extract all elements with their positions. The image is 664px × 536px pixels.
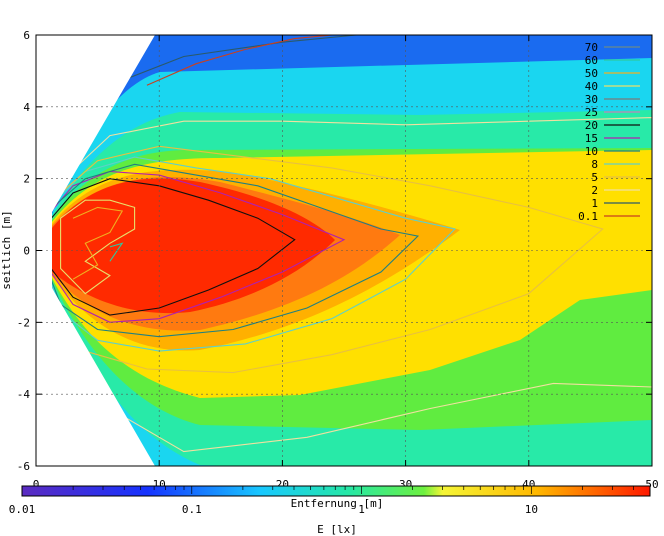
legend-label: 40 xyxy=(585,80,598,93)
legend-label: 30 xyxy=(585,93,598,106)
legend-label: 0.1 xyxy=(578,210,598,223)
y-axis: -6 -4 -2 0 2 4 6 xyxy=(17,29,652,473)
y-tick-label: 6 xyxy=(23,29,30,42)
y-axis-label: seitlich [m] xyxy=(0,210,13,289)
colorbar-ticks: 0.01 0.1 1 10 xyxy=(9,486,651,516)
sawtooth-top xyxy=(155,0,652,31)
y-tick-label: 0 xyxy=(23,245,30,258)
contour-60 xyxy=(109,242,124,262)
y-tick-label: -2 xyxy=(17,316,30,329)
legend-label: 10 xyxy=(585,145,598,158)
legend-label: 5 xyxy=(591,171,598,184)
left-mask xyxy=(36,35,155,466)
legend-label: 50 xyxy=(585,67,598,80)
legend-label: 70 xyxy=(585,41,598,54)
legend-label: 1 xyxy=(591,197,598,210)
colorbar-tick-label: 10 xyxy=(525,503,538,516)
y-tick-label: -6 xyxy=(17,460,30,473)
contour-5 xyxy=(47,145,604,374)
x-tick-label: 0 xyxy=(33,478,40,491)
colorbar-label: E [lx] xyxy=(317,523,357,536)
contour-20 xyxy=(47,178,296,316)
y-tick-label: 2 xyxy=(23,173,30,186)
x-axis-label: Entfernung [m] xyxy=(291,497,384,510)
plot-area xyxy=(36,0,652,466)
colorbar xyxy=(21,485,651,497)
y-tick-label: 4 xyxy=(23,101,30,114)
contour-0_1 xyxy=(146,35,332,86)
legend-label: 20 xyxy=(585,119,598,132)
contour-50 xyxy=(72,206,124,280)
contour-15 xyxy=(47,170,346,323)
contour-8 xyxy=(47,156,456,352)
grid xyxy=(36,35,652,466)
contour-40 xyxy=(60,199,136,295)
legend-label: 25 xyxy=(585,106,598,119)
legend-label: 15 xyxy=(585,132,598,145)
colorbar-tick-label: 0.1 xyxy=(182,503,202,516)
contour-10 xyxy=(47,163,420,338)
colorbar-tick-label: 1 xyxy=(358,503,365,516)
legend-label: 60 xyxy=(585,54,598,67)
legend-label: 2 xyxy=(591,184,598,197)
colorbar-tick-label: 0.01 xyxy=(9,503,36,516)
y-tick-label: -4 xyxy=(17,388,31,401)
legend-label: 8 xyxy=(591,158,598,171)
